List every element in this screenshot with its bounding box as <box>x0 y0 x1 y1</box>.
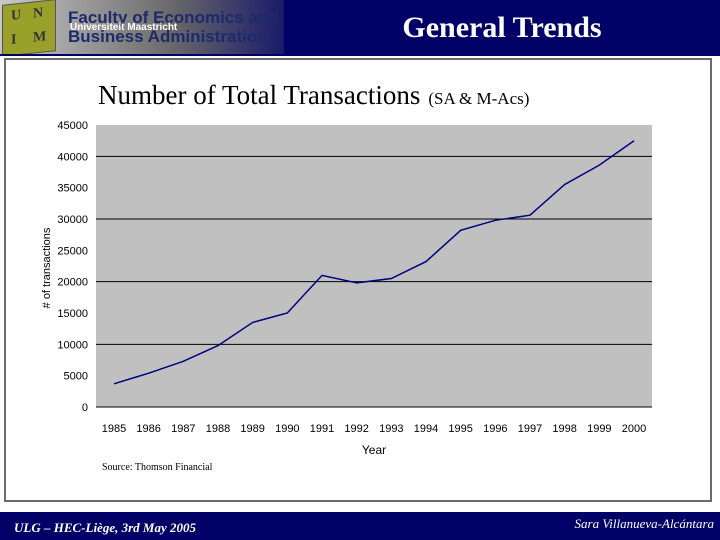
footer-author: Sara Villanueva-Alcántara <box>574 516 714 531</box>
y-tick-label: 40000 <box>57 151 88 163</box>
y-tick-label: 35000 <box>57 183 88 195</box>
y-tick-label: 20000 <box>57 277 88 289</box>
x-tick-label: 1992 <box>344 423 368 435</box>
y-tick-label: 30000 <box>57 214 88 226</box>
footer-bar: ULG – HEC-Liège, 3rd May 2005 Sara Villa… <box>0 512 720 540</box>
x-tick-label: 1996 <box>483 423 507 435</box>
x-tick-label: 1987 <box>171 423 195 435</box>
x-tick-label: 1986 <box>136 423 160 435</box>
y-tick-label: 5000 <box>64 371 88 383</box>
header-bar: U N I M Faculty of Economics and Busines… <box>0 0 720 56</box>
x-tick-label: 1999 <box>587 423 611 435</box>
x-tick-label: 1985 <box>102 423 126 435</box>
x-tick-label: 1995 <box>448 423 472 435</box>
x-tick-label: 1998 <box>552 423 576 435</box>
x-tick-label: 1988 <box>206 423 230 435</box>
y-axis-ticks: 0 5000 10000 15000 20000 25000 30000 35000 40000… <box>57 120 88 414</box>
y-tick-label: 15000 <box>57 308 88 320</box>
y-tick-label: 25000 <box>57 245 88 257</box>
series-line <box>113 140 635 385</box>
plot-area <box>96 125 652 407</box>
x-tick-label: 1989 <box>240 423 264 435</box>
source-note: Source: Thomson Financial <box>102 462 213 473</box>
faculty-name: Faculty of Economics and Business Admini… <box>68 8 279 46</box>
x-tick-label: 1991 <box>310 423 334 435</box>
x-tick-label: 1993 <box>379 423 403 435</box>
content-frame <box>4 58 712 502</box>
grid-lines <box>96 155 652 345</box>
y-tick-label: 10000 <box>57 339 88 351</box>
y-tick-label: 45000 <box>57 120 88 132</box>
x-tick-label: 1994 <box>414 423 438 435</box>
y-tick-label: 0 <box>82 402 88 414</box>
x-axis-label: Year <box>362 443 386 457</box>
university-name: Universiteit Maastricht <box>70 22 178 33</box>
chart-subtitle: (SA & M-Acs) <box>428 89 529 108</box>
slide-title: General Trends <box>284 6 720 50</box>
x-tick-label: 1997 <box>518 423 542 435</box>
footer-event: ULG – HEC-Liège, 3rd May 2005 <box>14 520 196 535</box>
x-tick-label: 2000 <box>622 423 646 435</box>
y-axis-label: # of transactions <box>41 227 53 308</box>
chart-title: Number of Total Transactions (SA & M-Acs) <box>98 80 529 110</box>
x-axis-ticks: 1985 1986 1987 1988 1989 1990 1991 1992 1993 1994… <box>96 406 652 435</box>
x-tick-label: 1990 <box>275 423 299 435</box>
faculty-logo: U N I M Faculty of Economics and Busines… <box>0 0 284 54</box>
